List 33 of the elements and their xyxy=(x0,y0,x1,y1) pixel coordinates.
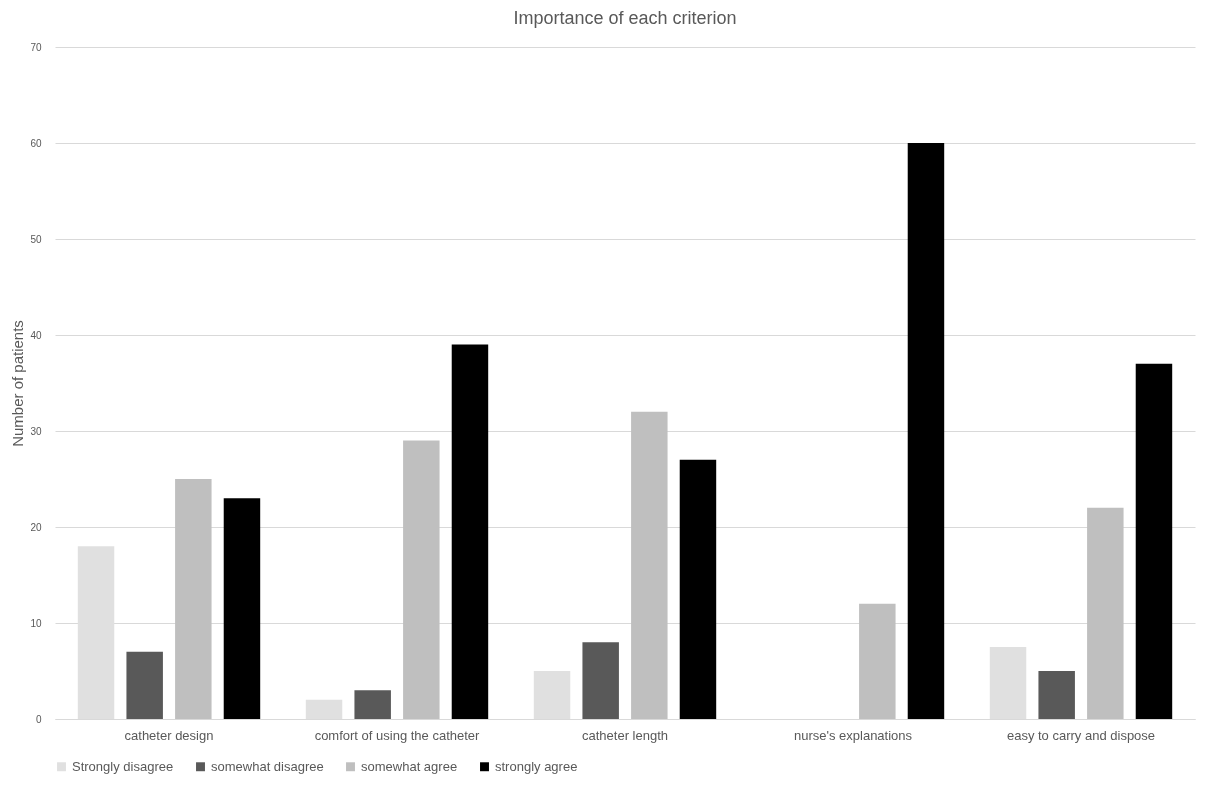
bar xyxy=(582,642,619,719)
y-tick-label: 70 xyxy=(30,41,42,53)
legend-label: Strongly disagree xyxy=(72,758,174,774)
bar xyxy=(403,440,440,719)
bar xyxy=(631,411,668,719)
bar xyxy=(859,603,896,719)
legend-label: somewhat agree xyxy=(361,758,458,774)
x-tick-label: nurse's explanations xyxy=(793,727,913,743)
x-tick-label: catheter design xyxy=(124,727,214,743)
y-tick-label: 30 xyxy=(30,425,42,437)
x-tick-label: catheter length xyxy=(581,727,669,743)
y-tick-label: 60 xyxy=(30,137,42,149)
x-tick-label: comfort of using the catheter xyxy=(314,727,481,743)
y-tick-label: 20 xyxy=(30,521,42,533)
bar xyxy=(175,479,212,719)
x-tick-label: easy to carry and dispose xyxy=(1006,727,1156,743)
bar xyxy=(1087,507,1124,719)
bar xyxy=(451,344,489,719)
bar xyxy=(907,143,945,719)
y-tick-label: 40 xyxy=(30,329,42,341)
chart-title: Importance of each criterion xyxy=(513,8,737,28)
y-axis-title: Number of patients xyxy=(9,320,27,447)
bar xyxy=(1038,671,1075,719)
legend-label: strongly agree xyxy=(495,758,578,774)
bar xyxy=(126,651,163,719)
y-tick-label: 50 xyxy=(30,233,42,245)
bar xyxy=(679,459,717,719)
bar xyxy=(354,690,391,719)
y-tick-label: 0 xyxy=(35,713,42,725)
bar xyxy=(1135,363,1173,719)
y-tick-label: 10 xyxy=(30,617,42,629)
legend-label: somewhat disagree xyxy=(211,758,324,774)
bar xyxy=(223,498,261,719)
